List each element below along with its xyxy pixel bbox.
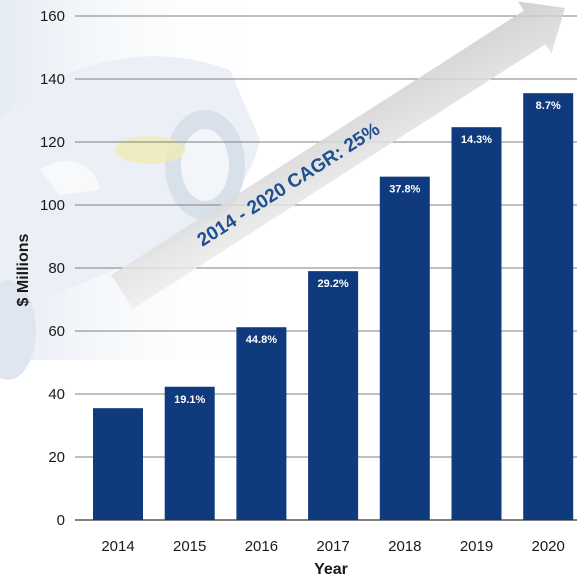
bar-2016 (236, 327, 287, 520)
y-axis-ticks: 0 20 40 60 80 100 120 140 160 (40, 8, 65, 529)
bar-2015 (164, 386, 215, 520)
bar-growth-label: 37.8% (389, 184, 420, 196)
bars (93, 93, 574, 521)
bar-growth-labels: 19.1% 44.8% 29.2% 37.8% 14.3% 8.7% (174, 100, 561, 406)
y-tick-label: 20 (48, 449, 65, 466)
y-axis-title: $ Millions (15, 233, 32, 306)
x-tick-label: 2018 (388, 538, 421, 555)
bar-growth-label: 8.7% (536, 100, 561, 112)
x-axis-title: Year (314, 561, 348, 578)
bar-2017 (308, 271, 359, 520)
bar-2020 (523, 93, 574, 521)
bar-growth-label: 29.2% (317, 278, 348, 290)
bar-growth-label: 19.1% (174, 394, 205, 406)
y-tick-label: 0 (57, 512, 65, 529)
y-tick-label: 40 (48, 386, 65, 403)
x-tick-label: 2017 (316, 538, 349, 555)
y-tick-label: 80 (48, 260, 65, 277)
y-tick-label: 160 (40, 8, 65, 25)
y-tick-label: 140 (40, 71, 65, 88)
bar-2018 (379, 176, 430, 520)
y-tick-label: 120 (40, 134, 65, 151)
x-axis-ticks: 2014 2015 2016 2017 2018 2019 2020 (101, 538, 565, 555)
x-tick-label: 2020 (532, 538, 565, 555)
bar-2014 (93, 408, 143, 520)
bar-2019 (451, 127, 502, 520)
bar-growth-label: 44.8% (246, 334, 277, 346)
x-tick-label: 2015 (173, 538, 206, 555)
y-tick-label: 60 (48, 323, 65, 340)
x-tick-label: 2016 (245, 538, 278, 555)
x-tick-label: 2019 (460, 538, 493, 555)
x-tick-label: 2014 (101, 538, 134, 555)
bar-growth-label: 14.3% (461, 134, 492, 146)
y-tick-label: 100 (40, 197, 65, 214)
